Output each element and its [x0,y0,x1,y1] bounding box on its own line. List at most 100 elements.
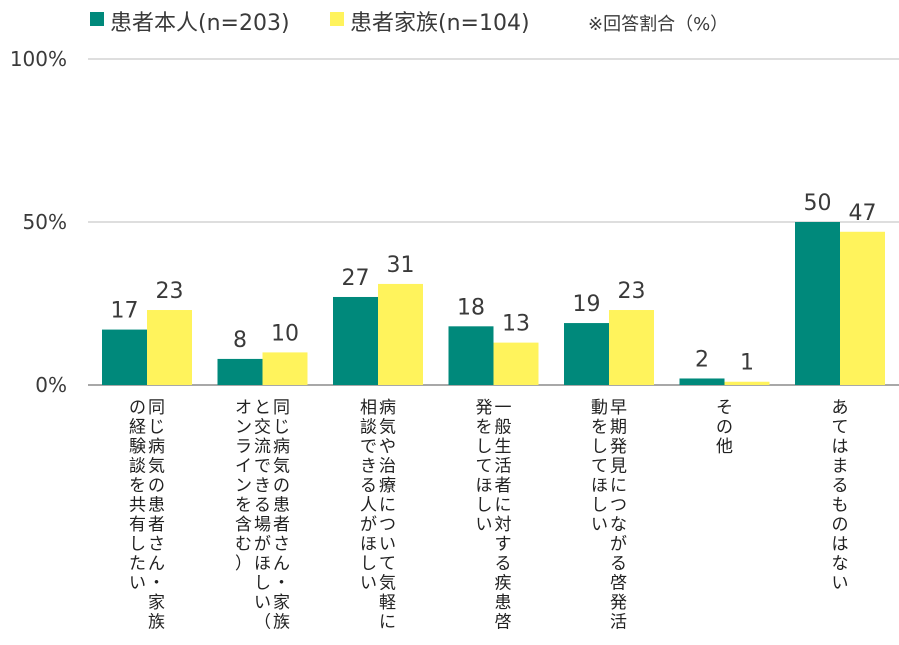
category-label-glyph: 病 [148,437,165,457]
category-label-glyph: し [476,437,493,457]
category-label-glyph: て [591,457,608,477]
bar-series-2 [840,231,885,385]
chart-note: ※回答割合（%） [588,14,728,35]
category-label-glyph: る [495,554,512,574]
category-label-glyph: 治 [379,457,396,477]
category-label-glyph: 相 [360,398,377,418]
category-label-glyph: （ [254,613,271,633]
legend-swatch-series-1 [90,12,104,26]
data-label: 18 [457,295,485,320]
category-label-glyph: 共 [129,496,146,516]
category-label-glyph: 同 [273,398,290,418]
category-label-glyph: オ [235,398,252,418]
category-label-glyph: が [360,515,377,535]
category-label-glyph: い [254,593,271,613]
category-label-glyph: い [832,574,849,594]
category-label-glyph: 発 [610,593,627,613]
category-label-glyph: ・ [148,574,165,594]
category-label-glyph: い [591,515,608,535]
category-label-glyph: の [716,418,733,438]
category-label-glyph: に [495,496,512,516]
category-label-glyph: の [832,515,849,535]
category-label-glyph: が [610,535,627,555]
data-label: 2 [695,347,709,372]
category-label-glyph: 者 [148,515,165,535]
category-label-glyph: る [254,496,271,516]
bar-series-1 [448,326,494,385]
bar-series-2 [378,283,423,385]
data-label: 50 [804,191,832,216]
data-label: 31 [387,253,415,278]
category-label-glyph: じ [148,418,165,438]
category-label-glyph: は [832,535,849,555]
bar-series-1 [795,222,840,385]
category-label-glyph: 生 [495,437,512,457]
category-label-glyph: は [832,437,849,457]
category-label-glyph: し [360,554,377,574]
category-label-glyph: ほ [254,554,271,574]
legend-label-series-2: 患者家族(n=104) [350,11,530,36]
category-label-glyph: さ [273,535,290,555]
category-label-glyph: た [129,554,146,574]
category-label-glyph: 気 [379,574,396,594]
category-label-glyph: き [254,476,271,496]
data-label: 17 [111,299,139,324]
category-label-glyph: い [476,515,493,535]
data-label: 19 [573,292,601,317]
category-label-glyph: 他 [716,437,733,457]
bar-series-2 [493,342,539,385]
data-label: 8 [233,328,247,353]
category-label-glyph: 活 [610,613,627,633]
category-label-glyph: 療 [379,476,396,496]
category-label-glyph: さ [148,535,165,555]
category-label-glyph: 流 [254,437,271,457]
category-label: その他 [716,398,733,457]
data-label: 1 [740,351,754,376]
category-label-glyph: つ [610,496,627,516]
category-label-glyph: に [610,476,627,496]
category-label-glyph: ほ [476,476,493,496]
category-label-glyph: 気 [379,418,396,438]
bar-series-1 [679,378,725,385]
category-label-glyph: 啓 [610,574,627,594]
category-label-glyph: な [610,515,627,535]
bar-series-1 [564,323,609,385]
category-label-glyph: つ [379,515,396,535]
category-label-glyph: い [379,535,396,555]
category-label-glyph: ほ [360,535,377,555]
category-label-glyph: 談 [360,418,377,438]
category-label-glyph: 般 [495,418,512,438]
category-label-glyph: 早 [610,398,627,418]
category-label-glyph: る [610,554,627,574]
category-label-glyph: ん [273,554,290,574]
category-label-glyph: で [254,457,271,477]
category-label-glyph: 疾 [495,574,512,594]
data-label: 23 [156,279,184,304]
category-label-glyph: 発 [476,398,493,418]
category-label-glyph: の [273,476,290,496]
category-label-glyph: ・ [273,574,290,594]
data-label: 13 [502,312,530,337]
legend-label-series-1: 患者本人(n=203) [110,11,290,36]
category-label-glyph: に [379,496,396,516]
category-label-glyph: も [832,496,849,516]
category-label-glyph: あ [832,398,849,418]
category-label-glyph: を [591,418,608,438]
category-label-glyph: て [832,418,849,438]
category-label-glyph: が [254,535,271,555]
y-tick-label: 100% [10,47,67,71]
category-label-glyph: 患 [495,593,512,613]
category-label-glyph: に [379,613,396,633]
category-label-glyph: 軽 [379,593,396,613]
y-tick-label: 0% [35,373,67,397]
bar-series-2 [262,352,308,385]
category-label-glyph: て [476,457,493,477]
category-label-glyph: 人 [360,496,377,516]
category-label-glyph: ） [235,554,252,574]
data-label: 47 [849,201,877,226]
category-label-glyph: 気 [148,457,165,477]
